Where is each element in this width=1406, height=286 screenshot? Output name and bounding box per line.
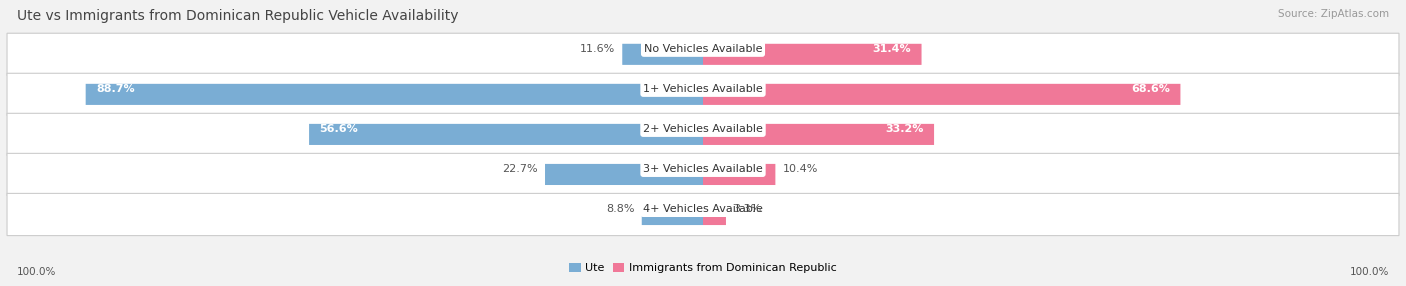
FancyBboxPatch shape bbox=[703, 164, 775, 185]
FancyBboxPatch shape bbox=[623, 44, 703, 65]
Text: 11.6%: 11.6% bbox=[581, 44, 616, 54]
FancyBboxPatch shape bbox=[703, 124, 934, 145]
FancyBboxPatch shape bbox=[703, 204, 725, 225]
FancyBboxPatch shape bbox=[86, 84, 703, 105]
Text: 100.0%: 100.0% bbox=[1350, 267, 1389, 277]
Text: 88.7%: 88.7% bbox=[96, 84, 135, 94]
FancyBboxPatch shape bbox=[7, 193, 1399, 236]
FancyBboxPatch shape bbox=[641, 204, 703, 225]
Text: 33.2%: 33.2% bbox=[886, 124, 924, 134]
FancyBboxPatch shape bbox=[7, 73, 1399, 116]
FancyBboxPatch shape bbox=[7, 113, 1399, 156]
Text: 68.6%: 68.6% bbox=[1130, 84, 1170, 94]
Text: 2+ Vehicles Available: 2+ Vehicles Available bbox=[643, 124, 763, 134]
Text: 3+ Vehicles Available: 3+ Vehicles Available bbox=[643, 164, 763, 174]
Text: 4+ Vehicles Available: 4+ Vehicles Available bbox=[643, 204, 763, 214]
Legend: Ute, Immigrants from Dominican Republic: Ute, Immigrants from Dominican Republic bbox=[565, 259, 841, 278]
Text: Ute vs Immigrants from Dominican Republic Vehicle Availability: Ute vs Immigrants from Dominican Republi… bbox=[17, 9, 458, 23]
Text: 1+ Vehicles Available: 1+ Vehicles Available bbox=[643, 84, 763, 94]
Text: 22.7%: 22.7% bbox=[502, 164, 538, 174]
Text: 8.8%: 8.8% bbox=[606, 204, 634, 214]
Text: Source: ZipAtlas.com: Source: ZipAtlas.com bbox=[1278, 9, 1389, 19]
Text: 10.4%: 10.4% bbox=[782, 164, 818, 174]
Text: No Vehicles Available: No Vehicles Available bbox=[644, 44, 762, 54]
FancyBboxPatch shape bbox=[309, 124, 703, 145]
FancyBboxPatch shape bbox=[546, 164, 703, 185]
Text: 3.3%: 3.3% bbox=[733, 204, 761, 214]
FancyBboxPatch shape bbox=[7, 153, 1399, 196]
FancyBboxPatch shape bbox=[703, 44, 921, 65]
Text: 56.6%: 56.6% bbox=[319, 124, 359, 134]
FancyBboxPatch shape bbox=[703, 84, 1181, 105]
Text: 31.4%: 31.4% bbox=[873, 44, 911, 54]
FancyBboxPatch shape bbox=[7, 33, 1399, 76]
Text: 100.0%: 100.0% bbox=[17, 267, 56, 277]
